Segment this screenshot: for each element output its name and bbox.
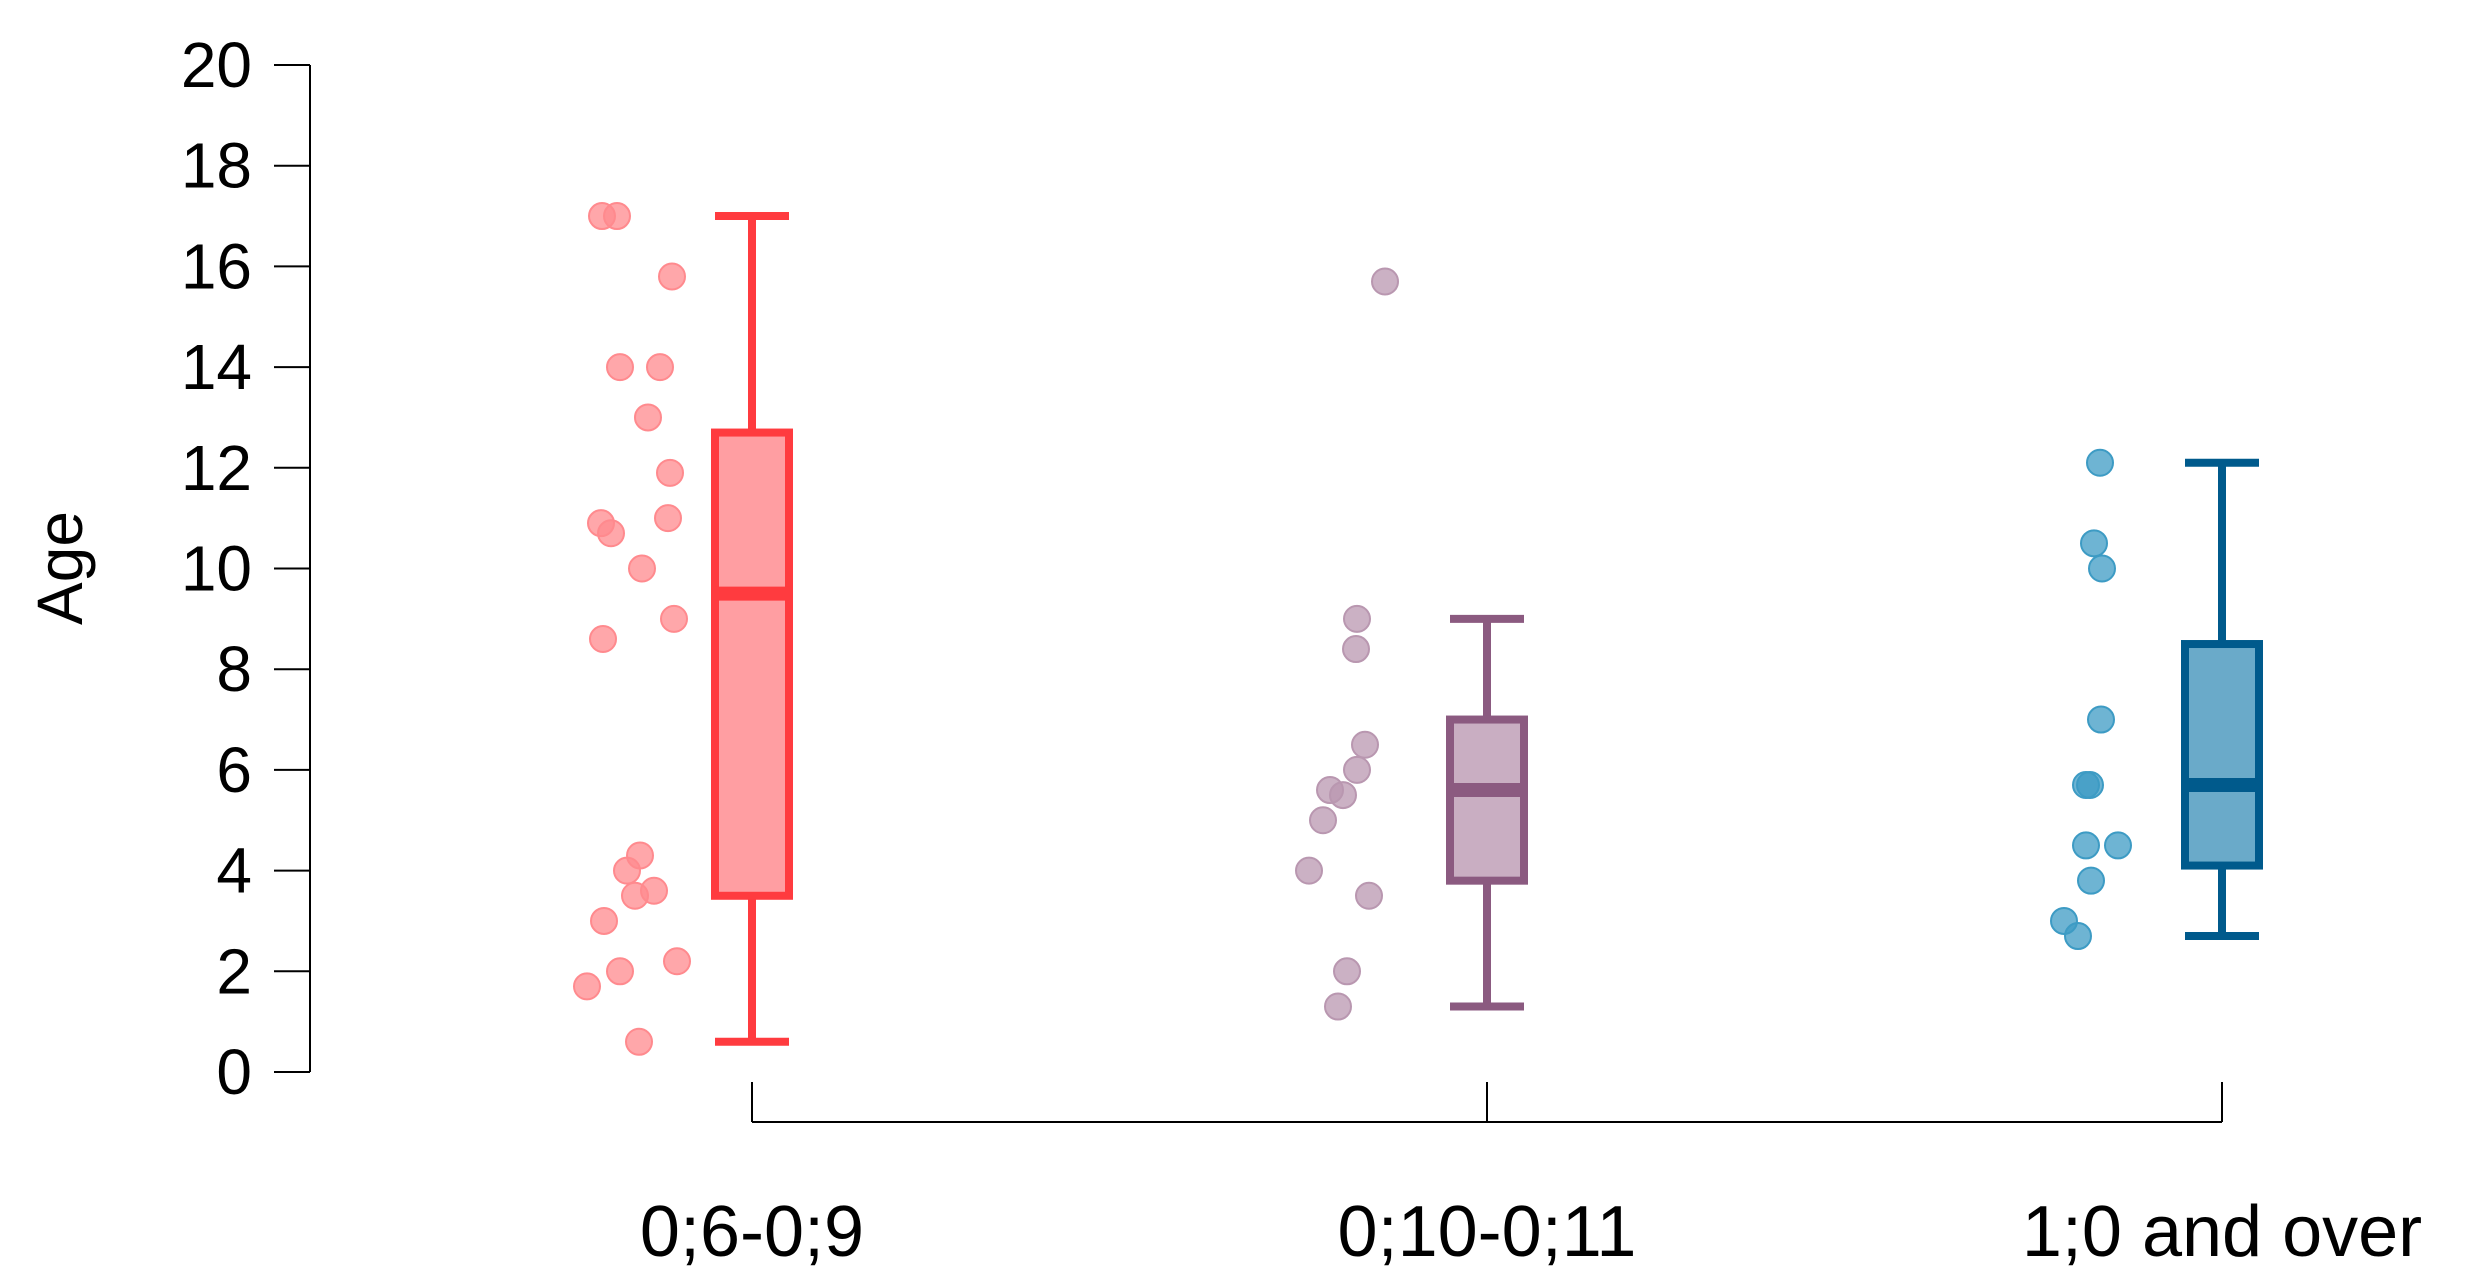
x-tick-label: 0;6-0;9: [640, 1192, 864, 1272]
data-point: [663, 947, 691, 976]
data-point: [606, 353, 634, 382]
data-point: [1333, 957, 1361, 986]
y-tick-label: 14: [181, 331, 252, 403]
data-point: [606, 957, 634, 986]
data-point: [2077, 866, 2105, 895]
box-group-3: [2050, 448, 2263, 951]
y-tick-label: 4: [216, 835, 252, 907]
data-point: [597, 519, 625, 548]
data-point: [1324, 992, 1352, 1021]
data-point: [589, 624, 617, 653]
data-point: [2086, 448, 2114, 477]
box-group-1: [573, 202, 793, 1056]
data-point: [2087, 705, 2115, 734]
data-point: [646, 353, 674, 382]
data-point: [660, 604, 688, 633]
data-point: [658, 262, 686, 291]
data-point: [1371, 267, 1399, 296]
box-iqr: [2181, 640, 2263, 870]
data-point: [590, 906, 618, 935]
data-point: [656, 458, 684, 487]
y-tick-label: 20: [181, 29, 252, 101]
data-point: [2064, 922, 2092, 951]
box-group-2: [1295, 267, 1528, 1021]
y-tick-label: 18: [181, 130, 252, 202]
data-point: [603, 202, 631, 231]
y-tick-label: 8: [216, 633, 252, 705]
y-tick-label: 12: [181, 432, 252, 504]
y-tick-label: 16: [181, 230, 252, 302]
data-point: [1351, 730, 1379, 759]
data-point: [625, 1027, 653, 1056]
data-point: [2080, 529, 2108, 558]
y-tick-label: 6: [216, 734, 252, 806]
data-point: [2072, 771, 2100, 800]
y-tick-label: 10: [181, 533, 252, 605]
x-tick-label: 0;10-0;11: [1338, 1192, 1637, 1272]
y-tick-label: 0: [216, 1036, 252, 1108]
box-iqr: [711, 428, 793, 900]
data-point: [628, 554, 656, 583]
data-point: [613, 856, 641, 885]
data-point: [573, 972, 601, 1001]
data-point: [1329, 781, 1357, 810]
x-tick-label: 1;0 and over: [2022, 1192, 2422, 1272]
y-axis-title: Age: [24, 511, 96, 625]
data-point: [1295, 856, 1323, 885]
box-iqr: [1446, 715, 1528, 885]
data-point: [2072, 831, 2100, 860]
data-point: [1309, 806, 1337, 835]
data-point: [621, 881, 649, 910]
data-point: [634, 403, 662, 432]
y-tick-label: 2: [216, 935, 252, 1007]
data-point: [1342, 635, 1370, 664]
data-point: [654, 504, 682, 533]
data-point: [1355, 881, 1383, 910]
data-point: [2088, 554, 2116, 583]
data-point: [2104, 831, 2132, 860]
data-point: [1343, 604, 1371, 633]
data-point: [1343, 755, 1371, 784]
